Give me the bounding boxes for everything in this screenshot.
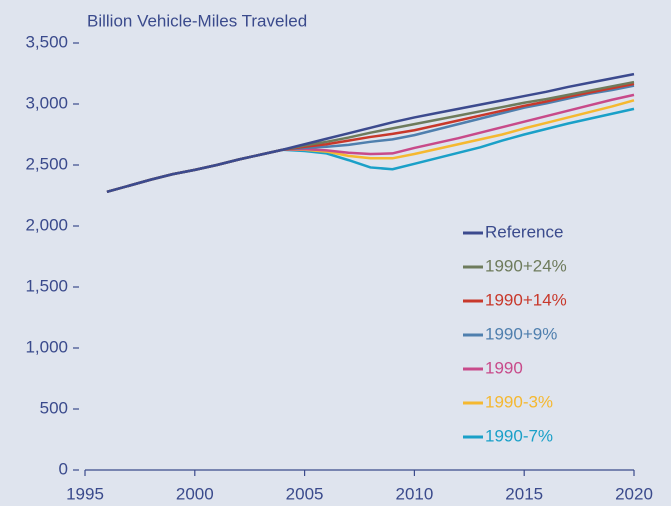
y-tick-label: 3,500	[25, 32, 68, 51]
x-tick-label: 1995	[66, 484, 104, 503]
y-tick-label: 2,500	[25, 154, 68, 173]
legend-label: 1990	[485, 358, 523, 377]
line	[106, 82, 635, 194]
x-tick-label: 2010	[395, 484, 433, 503]
y-tick-label: 1,500	[25, 276, 68, 295]
y-tick-label: 500	[40, 398, 68, 417]
line	[106, 93, 635, 194]
y-tick-label: 1,000	[25, 337, 68, 356]
y-tick-label: 3,000	[25, 93, 68, 112]
legend-label: 1990+24%	[485, 256, 567, 275]
line	[106, 72, 635, 194]
y-tick-label: 2,000	[25, 215, 68, 234]
x-tick-label: 2000	[176, 484, 214, 503]
legend-label: 1990-3%	[485, 392, 553, 411]
x-tick-label: 2015	[505, 484, 543, 503]
y-axis-label: Billion Vehicle-Miles Traveled	[87, 11, 307, 30]
x-tick-label: 2005	[286, 484, 324, 503]
legend-label: 1990+14%	[485, 290, 567, 309]
legend-label: Reference	[485, 222, 563, 241]
line	[106, 84, 635, 194]
legend-label: 1990-7%	[485, 426, 553, 445]
legend-label: 1990+9%	[485, 324, 557, 343]
y-tick-label: 0	[59, 459, 68, 478]
x-tick-label: 2020	[615, 484, 653, 503]
